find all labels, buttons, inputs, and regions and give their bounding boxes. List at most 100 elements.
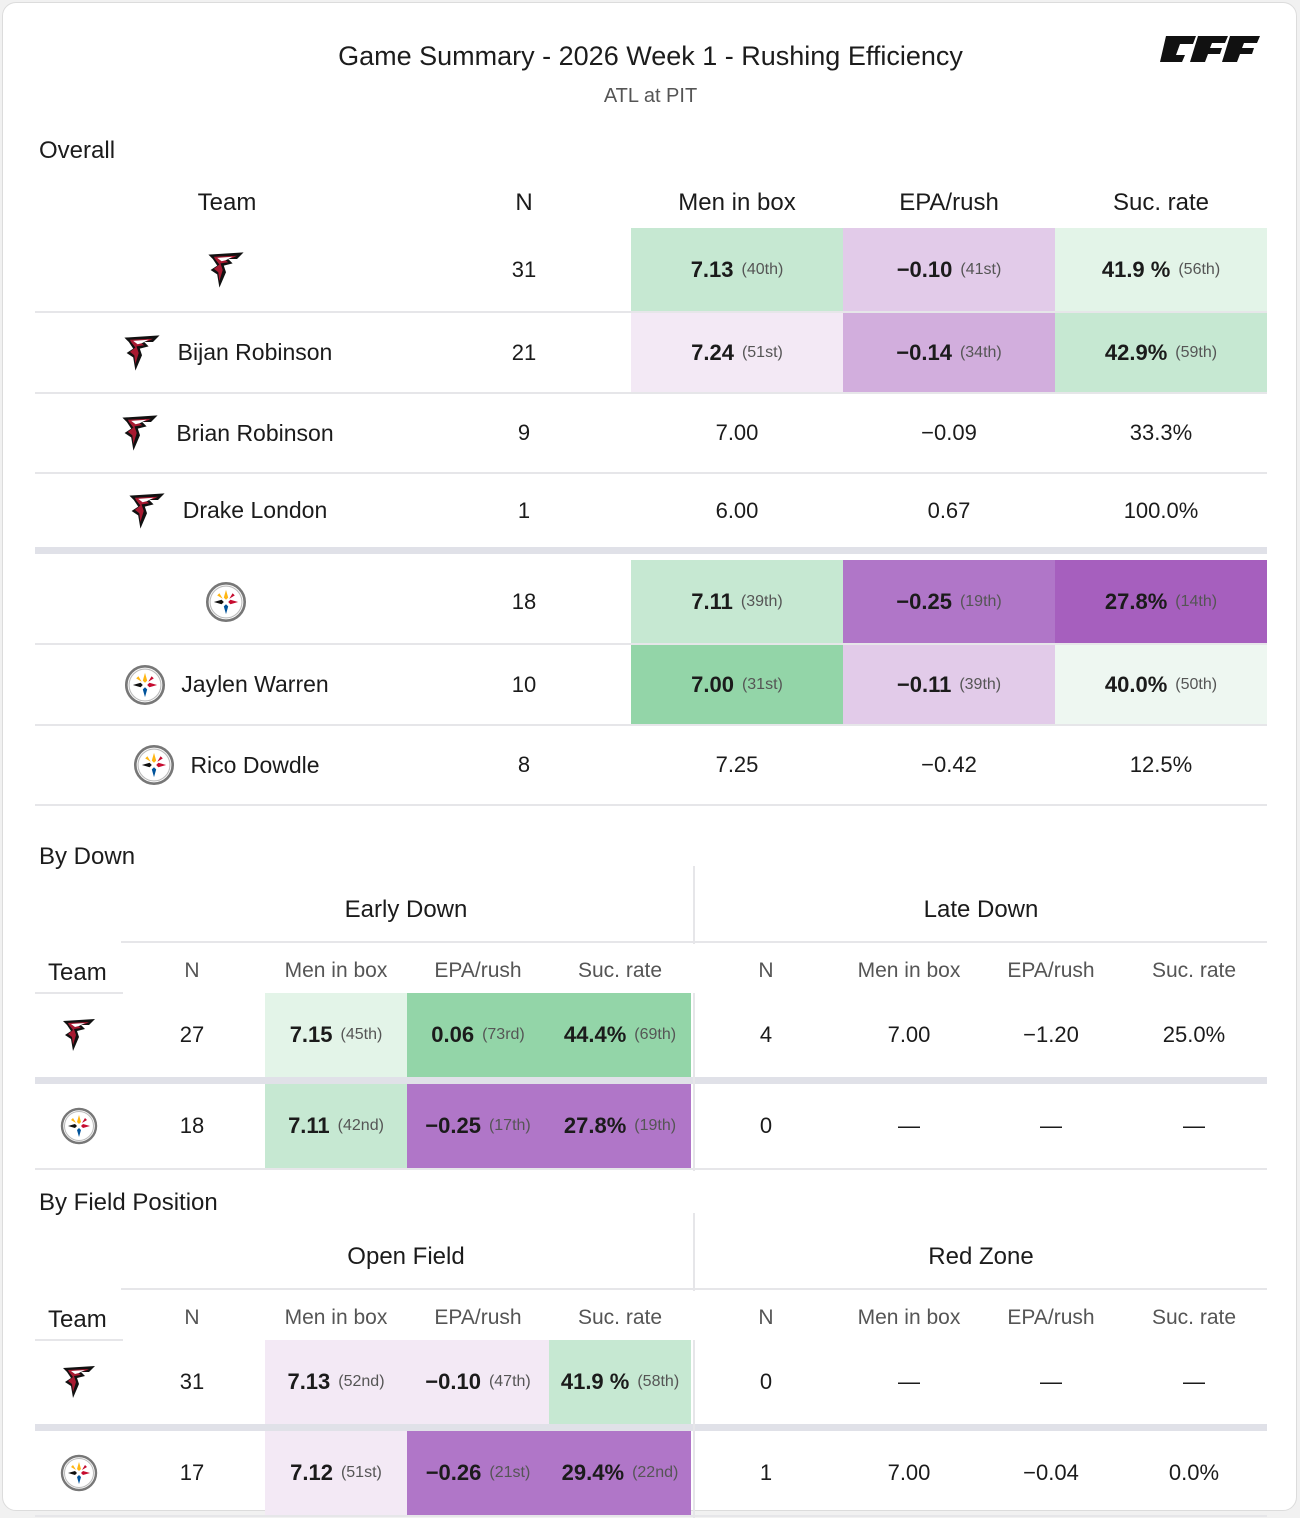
team-cell — [35, 993, 123, 1077]
stat-rank: (51st) — [340, 1464, 382, 1481]
stat-rank: (58th) — [637, 1373, 680, 1390]
r-epa-cell: −0.04 — [1023, 1460, 1079, 1485]
stat-rank: (50th) — [1175, 675, 1218, 693]
player-name: Drake London — [182, 497, 328, 523]
team-cell — [35, 1084, 123, 1168]
stat-rank: (34th) — [959, 343, 1002, 361]
stat-rank: (52nd) — [338, 1373, 385, 1390]
l-epa-cell: −0.10 (47th) — [407, 1340, 549, 1424]
l-n-cell: 27 — [121, 993, 263, 1077]
box-cell: 7.00 — [631, 394, 843, 472]
stat-value: 7.11 — [691, 588, 733, 614]
stat-value: 7.11 — [288, 1113, 330, 1138]
suc-cell: 100.0% — [1055, 474, 1267, 547]
team-header-underline — [35, 1339, 123, 1341]
suc-cell: 12.5% — [1055, 726, 1267, 804]
group-separator-body — [693, 1340, 695, 1518]
suc-cell: 40.0% (50th) — [1055, 645, 1267, 724]
stat-value: 41.9 % — [1101, 256, 1171, 282]
stat-value: −0.11 — [896, 671, 952, 697]
stat-value: −0.42 — [921, 752, 977, 777]
stat-rank: (69th) — [634, 1026, 677, 1043]
stat-value: 0.06 — [431, 1022, 475, 1047]
player-name: Jaylen Warren — [181, 671, 329, 697]
stat-value: 7.12 — [290, 1460, 333, 1485]
r-suc-cell: 0.0% — [1168, 1460, 1220, 1485]
suc-cell: 33.3% — [1055, 394, 1267, 472]
stat-rank: (45th) — [340, 1026, 383, 1043]
box-cell: 6.00 — [631, 474, 843, 547]
pff-logo — [1160, 36, 1260, 62]
stat-value: 27 — [179, 1022, 205, 1047]
col-n: N — [515, 189, 533, 216]
team-cell: Bijan Robinson — [35, 313, 417, 392]
stat-value: 7.24 — [691, 339, 734, 365]
steelers-logo-icon — [205, 581, 247, 622]
col-team: Team — [48, 1306, 107, 1333]
col-box-right: Men in box — [857, 1306, 961, 1329]
table-row: Drake London 1 6.00 0.67 100.0% — [35, 474, 1267, 554]
falcons-logo-icon — [63, 1366, 95, 1398]
group-separator — [693, 866, 695, 944]
stat-value: 12.5% — [1129, 752, 1193, 777]
l-n-cell: 31 — [121, 1340, 263, 1424]
stat-value: 7.13 — [690, 256, 734, 282]
r-suc-cell: — — [1183, 1113, 1205, 1138]
stat-value: −0.14 — [896, 339, 952, 365]
stat-value: 7.00 — [715, 420, 759, 445]
team-cell — [35, 1431, 123, 1515]
stat-value: −0.10 — [425, 1369, 481, 1394]
box-cell: 7.24 (51st) — [631, 313, 843, 392]
r-n-cell: 1 — [759, 1460, 773, 1485]
team-cell: Brian Robinson — [35, 394, 417, 472]
r-box-cell: — — [898, 1113, 920, 1138]
l-suc-cell: 27.8% (19th) — [549, 1084, 691, 1168]
table-row: 31 7.13 (40th) −0.10 (41st) 41.9 % (56th) — [35, 228, 1267, 313]
stat-rank: (40th) — [741, 260, 784, 278]
stat-value: 100.0% — [1123, 497, 1199, 523]
l-suc-cell: 44.4% (69th) — [549, 993, 691, 1077]
col-success-rate: Suc. rate — [1112, 189, 1210, 216]
stat-value: 27.8% — [563, 1113, 627, 1138]
group-left-label: Open Field — [347, 1243, 465, 1270]
stat-value: 17 — [179, 1460, 205, 1485]
epa-cell: −0.11 (39th) — [843, 645, 1055, 724]
l-box-cell: 7.12 (51st) — [265, 1431, 407, 1515]
steelers-logo-icon — [125, 664, 166, 705]
suc-cell: 42.9% (59th) — [1055, 313, 1267, 392]
section-overall-label: Overall — [39, 137, 116, 164]
stat-value: 41.9 % — [560, 1369, 630, 1394]
n-cell: 10 — [511, 671, 537, 697]
group-right-label: Late Down — [923, 896, 1039, 923]
col-n-right: N — [758, 1306, 774, 1329]
col-n-left: N — [184, 1306, 200, 1329]
col-epa-left: EPA/rush — [434, 959, 522, 982]
stat-value: 7.13 — [287, 1369, 331, 1394]
section-by-down-label: By Down — [39, 843, 136, 870]
team-header-underline — [35, 992, 123, 994]
stat-value: 27.8% — [1104, 588, 1168, 614]
stat-value: −0.26 — [425, 1460, 482, 1485]
team-cell — [35, 228, 417, 311]
col-team: Team — [48, 959, 107, 986]
falcons-logo-icon — [208, 251, 244, 288]
n-cell: 31 — [511, 256, 537, 282]
group-separator — [693, 1213, 695, 1291]
stat-value: 31 — [179, 1369, 205, 1394]
table-row: Jaylen Warren 10 7.00 (31st) −0.11 (39th) 40.0… — [35, 645, 1267, 726]
r-box-cell: — — [898, 1369, 920, 1394]
stat-rank: (19th) — [634, 1117, 677, 1134]
falcons-logo-icon — [63, 1019, 95, 1051]
r-n-cell: 4 — [759, 1022, 773, 1047]
stat-rank: (39th) — [959, 675, 1002, 693]
stat-value: 33.3% — [1129, 420, 1193, 445]
player-name: Bijan Robinson — [177, 339, 333, 365]
group-separator-body — [693, 993, 695, 1171]
team-cell: Rico Dowdle — [35, 726, 417, 804]
stat-rank: (56th) — [1178, 260, 1221, 278]
table-row: Bijan Robinson 21 7.24 (51st) −0.14 (34th) 42.… — [35, 313, 1267, 394]
col-epa-right: EPA/rush — [1007, 1306, 1095, 1329]
team-cell — [35, 1340, 123, 1424]
table-row: 31 7.13 (52nd) −0.10 (47th) 41.9 % (58th) 0 — — — — [35, 1340, 1267, 1431]
stat-rank: (42nd) — [337, 1117, 384, 1134]
